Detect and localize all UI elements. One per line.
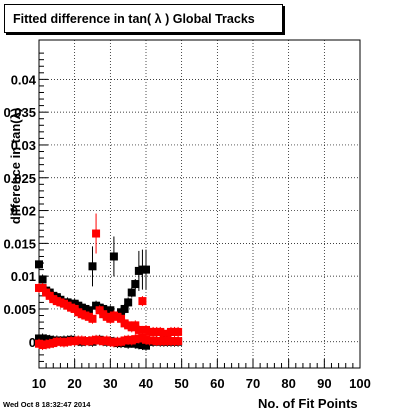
y-tick-label: 0 <box>29 335 36 350</box>
data-point <box>88 314 97 323</box>
chart-title: Fitted difference in tan( λ ) Global Tra… <box>4 4 283 33</box>
x-tick-label: 80 <box>281 376 295 391</box>
series-3 <box>35 332 183 351</box>
data-point <box>127 288 136 297</box>
data-point <box>88 262 97 271</box>
data-point <box>142 265 150 274</box>
timestamp: Wed Oct 8 18:32:47 2014 <box>3 400 91 409</box>
y-tick-label: 0.005 <box>3 302 36 317</box>
y-axis-label: difference in tan(λ) <box>8 108 23 224</box>
data-point <box>124 298 133 307</box>
x-tick-labels: 10 20 30 40 50 60 70 80 90 100 <box>32 376 371 391</box>
x-tick-label: 100 <box>349 376 371 391</box>
data-point <box>35 260 43 269</box>
data-point <box>134 325 143 334</box>
x-tick-label: 70 <box>246 376 260 391</box>
data-point <box>84 306 93 315</box>
data-point <box>174 337 183 346</box>
x-tick-label: 30 <box>103 376 117 391</box>
x-tick-label: 20 <box>67 376 81 391</box>
y-tick-label: 0.01 <box>11 269 36 284</box>
data-point <box>106 306 115 315</box>
y-tick-label: 0.04 <box>11 72 37 87</box>
data-point <box>38 275 47 284</box>
y-tick-label: 0.035 <box>3 105 36 120</box>
data-point <box>138 297 147 306</box>
data-point <box>38 283 47 292</box>
axis-ticks <box>38 52 361 368</box>
y-tick-label: 0.03 <box>11 138 36 153</box>
y-tick-label: 0.015 <box>3 236 36 251</box>
data-point <box>92 229 101 238</box>
chart-title-text: Fitted difference in tan( λ ) Global Tra… <box>13 11 255 26</box>
data-point <box>120 304 129 313</box>
x-tick-label: 90 <box>317 376 331 391</box>
data-point <box>109 252 118 261</box>
y-tick-label: 0.02 <box>11 204 36 219</box>
data-point <box>117 314 126 323</box>
x-tick-label: 60 <box>210 376 224 391</box>
data-point <box>174 327 183 336</box>
x-tick-label: 50 <box>174 376 188 391</box>
data-point <box>131 280 140 289</box>
y-tick-labels: 0 0.005 0.01 0.015 0.02 0.025 0.03 0.035 0.04 <box>3 72 36 349</box>
y-tick-label: 0.025 <box>3 171 36 186</box>
x-axis-label: No. of Fit Points <box>258 396 358 411</box>
x-tick-label: 40 <box>139 376 153 391</box>
data-point <box>131 321 140 330</box>
x-tick-label: 10 <box>32 376 46 391</box>
series-1 <box>35 213 183 339</box>
data-points <box>35 213 183 351</box>
